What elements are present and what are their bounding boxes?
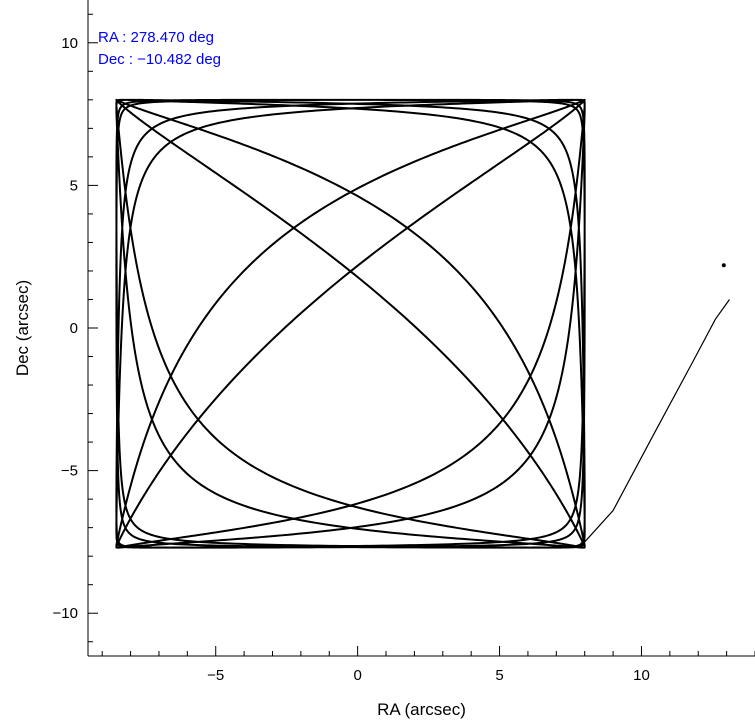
plot-frame [87,0,755,657]
x-tick-label: 5 [495,667,503,684]
slew-line [584,299,730,543]
x-tick-label: 10 [633,667,650,684]
x-axis-ticks: −5 0 5 10 [101,646,755,684]
y-tick-label: −10 [53,605,78,622]
y-tick-label: 5 [70,177,78,194]
x-tick-label: 0 [353,667,361,684]
isolated-point [721,263,726,268]
x-tick-label: −5 [207,667,224,684]
y-tick-label: −5 [61,463,78,480]
y-tick-label: 10 [61,35,78,52]
annotation-dec: Dec : −10.482 deg [98,51,221,68]
x-axis-label: RA (arcsec) [377,700,466,719]
scan-pattern-line [115,98,586,549]
y-tick-label: 0 [70,320,78,337]
series-group [115,98,730,549]
annotation-ra: RA : 278.470 deg [98,29,214,46]
y-axis-label: Dec (arcsec) [13,280,32,376]
y-axis-ticks: −10 −5 0 5 10 [53,13,98,643]
